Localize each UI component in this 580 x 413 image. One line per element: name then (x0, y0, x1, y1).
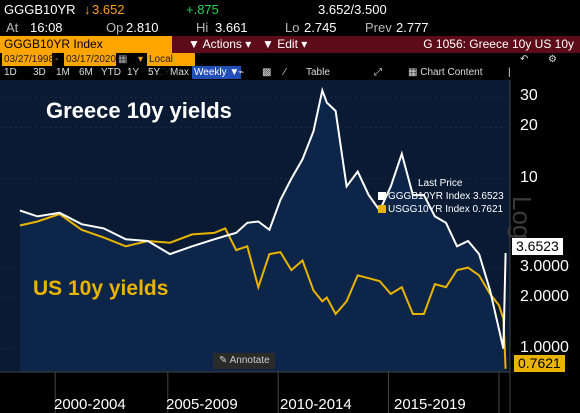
calendar-icon[interactable]: ▦ (118, 54, 128, 65)
open-value: 2.810 (126, 20, 159, 35)
edit-menu[interactable]: ▼ Edit ▾ (262, 36, 307, 53)
range-1y[interactable]: 1Y (127, 67, 140, 78)
chart-svg[interactable] (0, 80, 580, 413)
actions-label: Actions (202, 37, 242, 51)
x-label-2005-2009: 2005-2009 (166, 396, 238, 413)
legend-header: Last Price (418, 178, 463, 189)
low-label: Lo (285, 20, 300, 35)
actions-menu[interactable]: ▼ Actions ▾ (188, 36, 251, 53)
range-3d[interactable]: 3D (33, 67, 46, 78)
legend-name-us: USGG10YR Index (388, 204, 470, 215)
last-arrow: ↓ (84, 2, 91, 17)
chart-content-button[interactable]: ▦ Chart Content (408, 66, 483, 79)
greece-overlay-title: Greece 10y yields (46, 98, 232, 123)
greece-last-box: 3.6523 (512, 238, 563, 255)
greece-line (19, 86, 507, 349)
range-max[interactable]: Max (170, 67, 189, 78)
table-button[interactable]: Table (306, 67, 330, 78)
legend-name-greece: GGGB10YR Index (388, 191, 471, 202)
y-tick-label: 20 (520, 117, 538, 135)
interval-caret-icon: ▼ (229, 67, 240, 78)
last-price: 3.652 (92, 2, 125, 17)
x-label-2010-2014: 2010-2014 (280, 396, 352, 413)
settings-icon[interactable]: ⚙ (548, 54, 557, 65)
range-1d[interactable]: 1D (4, 67, 17, 78)
edit-dropdown-icon: ▾ (301, 37, 308, 51)
quote-row-1: GGGB10YR ↓ 3.652 +.875 3.652/3.500 (0, 0, 580, 18)
prev-label: Prev (365, 20, 392, 35)
chart-title: G 1056: Greece 10y US 10y (423, 37, 574, 51)
legend-item-us[interactable]: USGG10YR Index 0.7621 (378, 204, 503, 215)
y-tick-label: 10 (520, 168, 538, 186)
end-date-field[interactable]: 03/17/2020 (64, 53, 117, 66)
y-tick-label: 30 (520, 87, 538, 105)
net-change: +.875 (186, 2, 219, 17)
annotate-button[interactable]: ✎ Annotate (213, 353, 275, 369)
x-label-2015-2019: 2015-2019 (394, 396, 466, 413)
quote-row-2: At 16:08 Op 2.810 Hi 3.661 Lo 2.745 Prev… (0, 18, 580, 35)
range-controls: 1D 3D 1M 6M YTD 1Y 5Y Max Weekly ▼ ⌁ ▩ ∕… (0, 66, 580, 79)
x-ticks (54, 372, 500, 413)
us-last-box: 0.7621 (514, 355, 565, 372)
range-6m[interactable]: 6M (79, 67, 93, 78)
interval-select[interactable]: Weekly ▼ (192, 66, 242, 79)
draw-icon[interactable]: ∕ (284, 67, 286, 78)
legend-item-greece[interactable]: GGGB10YR Index 3.6523 (378, 191, 504, 202)
start-date-field[interactable]: 03/27/1998 (2, 53, 55, 66)
legend-swatch-us (378, 205, 386, 213)
annotate-icon: ✎ (219, 355, 228, 366)
prev-value: 2.777 (396, 20, 429, 35)
y-tick-label: 1.0000 (520, 338, 569, 356)
range-1m[interactable]: 1M (56, 67, 70, 78)
date-controls: 03/27/1998 - 03/17/2020 ▦ ▾ Local CCY ↶ … (0, 53, 580, 78)
edit-label: Edit (277, 37, 298, 51)
line-chart-icon[interactable]: ⌁ (238, 67, 245, 78)
range-5y[interactable]: 5Y (148, 67, 161, 78)
at-label: At (6, 20, 19, 35)
divider-icon: | (508, 67, 511, 78)
y-tick-label: 3.0000 (520, 257, 569, 275)
us-overlay-title: US 10y yields (33, 277, 169, 300)
legend-value-greece: 3.6523 (473, 191, 504, 202)
title-bar: GGGB10YR Index ▼ Actions ▾ ▼ Edit ▾ G 10… (0, 36, 580, 53)
y-tick-label: 2.0000 (520, 287, 569, 305)
bid-ask: 3.652/3.500 (318, 2, 387, 17)
date-separator: - (55, 54, 59, 65)
undo-icon[interactable]: ↶ (520, 54, 529, 65)
interval-label: Weekly (194, 67, 227, 78)
chart-area: Greece 10y yields US 10y yields Last Pri… (0, 80, 580, 413)
chart-content-icon: ▦ (408, 67, 418, 78)
currency-caret-icon: ▾ (138, 54, 144, 65)
annotate-label: Annotate (229, 355, 270, 366)
actions-dropdown-icon: ▾ (245, 37, 252, 51)
ticker-label: GGGB10YR (4, 2, 76, 17)
bar-chart-icon[interactable]: ▩ (262, 67, 272, 78)
x-label-2000-2004: 2000-2004 (54, 396, 126, 413)
log-scale-watermark: Log (507, 196, 537, 240)
greece-area (19, 90, 506, 373)
high-value: 3.661 (215, 20, 248, 35)
us-line (19, 212, 507, 369)
low-value: 2.745 (304, 20, 337, 35)
actions-caret-icon: ▼ (188, 37, 200, 51)
open-label: Op (106, 20, 124, 35)
high-label: Hi (196, 20, 209, 35)
security-field[interactable]: GGGB10YR Index (0, 36, 172, 53)
chart-content-label: Chart Content (420, 67, 483, 78)
zoom-icon[interactable]: ⤢ (374, 67, 382, 78)
range-ytd[interactable]: YTD (101, 67, 121, 78)
legend-value-us: 0.7621 (472, 204, 504, 215)
at-time: 16:08 (30, 20, 63, 35)
currency-select[interactable]: Local CCY (147, 53, 195, 78)
legend-swatch-greece (378, 192, 386, 200)
edit-caret-icon: ▼ (262, 37, 274, 51)
